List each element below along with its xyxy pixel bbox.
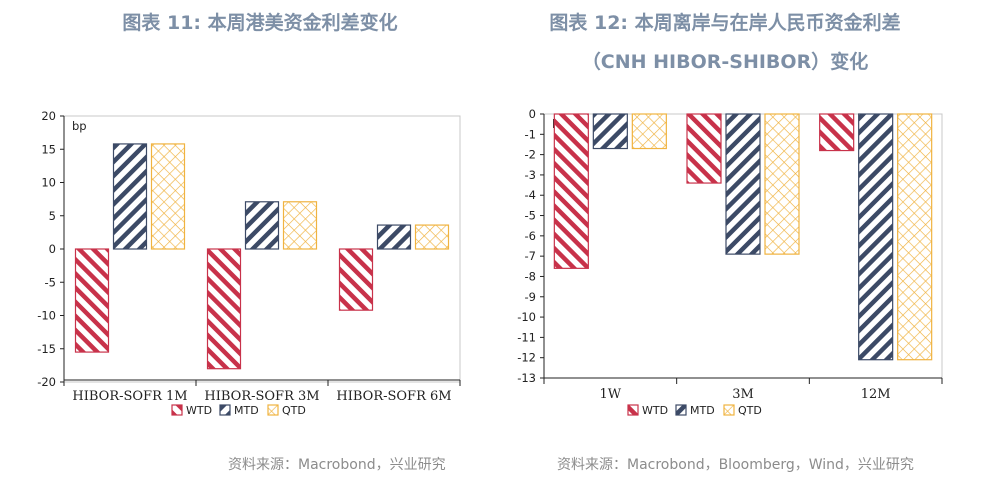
- chart2-y-tick-label: -10: [517, 310, 536, 324]
- chart1-y-tick-label: -15: [37, 342, 56, 356]
- chart1-title: 图表 11: 本周港美资金利差变化: [122, 12, 398, 34]
- chart1: 20 15 10 5 0 -5 -10 -15 -20 bp HIBOR-SOFR 1M HIBOR-…: [37, 109, 461, 417]
- chart1-y-tick-label: -20: [37, 375, 56, 389]
- chart1-legend-swatch-qtd: [267, 404, 279, 416]
- chart2: 0-1-2-3-4-5-6-7-8-9-10-11-12-13bp1W3M12M…: [517, 107, 943, 417]
- chart1-legend-label-mtd: MTD: [234, 404, 259, 417]
- chart2-legend-label-qtd: QTD: [738, 404, 762, 417]
- chart1-legend-label-wtd: WTD: [186, 404, 212, 417]
- chart2-bar-mtd-3m: [725, 113, 761, 255]
- chart2-legend-label-wtd: WTD: [642, 404, 668, 417]
- chart1-bar-qtd-hibor-sofr-1m: [150, 143, 186, 250]
- chart2-y-tick-label: -11: [517, 330, 536, 344]
- chart2-y-tick-label: -9: [525, 290, 536, 304]
- chart1-bar-mtd-hibor-sofr-1m: [112, 143, 148, 250]
- chart1-bar-mtd-hibor-sofr-6m: [376, 224, 412, 250]
- chart1-y-tick-label: 5: [49, 209, 56, 223]
- chart1-bar-qtd-hibor-sofr-3m: [282, 201, 318, 250]
- chart2-bar-wtd-3m: [686, 113, 722, 184]
- chart1-y-tick-label: 20: [41, 109, 56, 123]
- chart1-y-tick-label: -5: [45, 275, 56, 289]
- chart1-unit-label: bp: [72, 119, 87, 133]
- chart2-y-tick-label: -3: [525, 168, 536, 182]
- chart1-source: 资料来源：Macrobond，兴业研究: [228, 457, 446, 473]
- chart2-y-tick-label: -1: [525, 127, 536, 141]
- chart2-legend-swatch-qtd: [723, 404, 735, 416]
- chart1-legend-swatch-wtd: [171, 404, 183, 416]
- chart2-y-tick-label: 0: [529, 107, 536, 121]
- chart1-legend-label-qtd: QTD: [282, 404, 306, 417]
- chart2-bar-qtd-3m: [764, 113, 800, 255]
- chart2-subtitle: （CNH HIBOR-SHIBOR）变化: [581, 51, 869, 73]
- chart1-bar-mtd-hibor-sofr-3m: [244, 201, 280, 250]
- chart2-x-category-label: 3M: [732, 387, 754, 402]
- chart1-y-tick-label: 10: [41, 176, 56, 190]
- chart2-y-tick-label: -5: [525, 209, 536, 223]
- chart2-y-tick-label: -8: [525, 269, 536, 283]
- chart2-bar-qtd-1w: [631, 113, 667, 150]
- chart2-bar-qtd-12m: [897, 113, 933, 361]
- chart2-y-tick-label: -13: [517, 371, 536, 385]
- chart1-y-tick-label: -10: [37, 309, 56, 323]
- chart1-legend-swatch-mtd: [219, 404, 231, 416]
- chart1-bar-qtd-hibor-sofr-6m: [414, 224, 450, 250]
- chart2-legend-swatch-mtd: [675, 404, 687, 416]
- chart2-title: 图表 12: 本周离岸与在岸人民币资金利差: [549, 12, 901, 34]
- chart1-bar-wtd-hibor-sofr-3m: [206, 248, 242, 370]
- chart1-y-tick-label: 15: [41, 142, 56, 156]
- chart2-y-tick-label: -12: [517, 351, 536, 365]
- chart2-y-tick-label: -4: [525, 188, 536, 202]
- chart2-y-tick-label: -7: [525, 249, 536, 263]
- chart2-bar-wtd-12m: [819, 113, 855, 152]
- chart2-y-tick-label: -2: [525, 148, 536, 162]
- chart1-x-category-label: HIBOR-SOFR 1M: [72, 389, 187, 404]
- chart1-bar-wtd-hibor-sofr-6m: [338, 248, 374, 311]
- chart2-y-tick-label: -6: [525, 229, 536, 243]
- chart1-x-category-label: HIBOR-SOFR 6M: [336, 389, 451, 404]
- chart2-bar-mtd-1w: [592, 113, 628, 150]
- chart1-bar-wtd-hibor-sofr-1m: [74, 248, 110, 353]
- chart2-bar-mtd-12m: [858, 113, 894, 361]
- chart1-y-tick-label: 0: [49, 242, 56, 256]
- chart2-bar-wtd-1w: [553, 113, 589, 269]
- chart2-source: 资料来源：Macrobond，Bloomberg，Wind，兴业研究: [557, 457, 914, 473]
- chart2-x-category-label: 1W: [600, 387, 622, 402]
- chart2-legend-swatch-wtd: [627, 404, 639, 416]
- chart1-x-category-label: HIBOR-SOFR 3M: [204, 389, 319, 404]
- chart2-x-category-label: 12M: [861, 387, 891, 402]
- chart2-legend-label-mtd: MTD: [690, 404, 715, 417]
